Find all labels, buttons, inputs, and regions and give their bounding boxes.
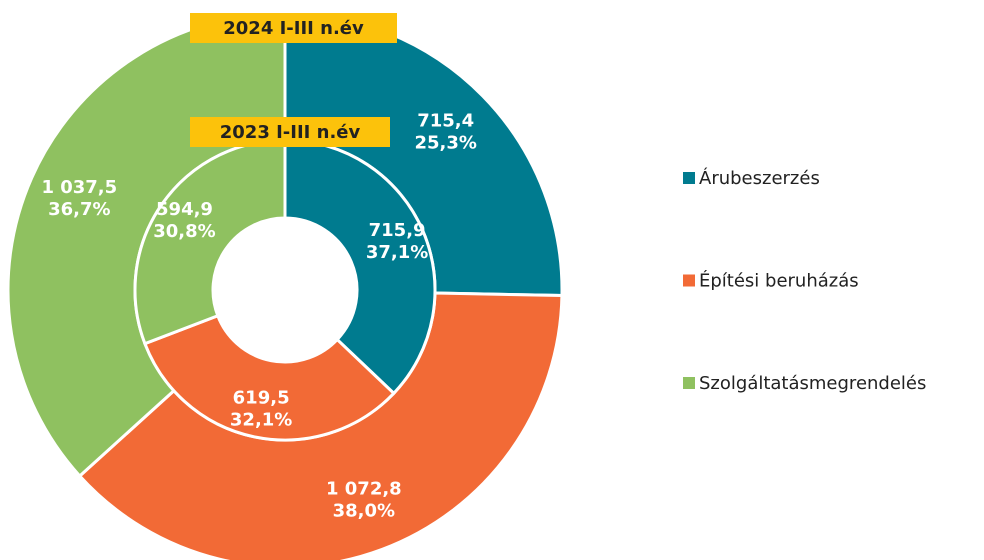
share-label: 30,8% [153,221,215,242]
share-label: 25,3% [414,132,476,153]
donut-segment [283,138,437,396]
series-title: 2024 I-III n.év [223,18,364,39]
legend-swatch [683,377,695,389]
share-label: 38,0% [333,501,395,522]
donut-segment [142,313,396,442]
value-label: 594,9 [156,199,213,220]
series-title-box [190,117,390,147]
share-label: 36,7% [48,199,110,220]
legend-label: Építési beruházás [699,270,859,292]
value-label: 1 037,5 [41,177,117,198]
legend-swatch [683,172,695,184]
legend-swatch [683,274,695,287]
value-label: 715,4 [417,110,474,131]
value-label: 619,5 [233,388,290,409]
legend-label: Árubeszerzés [699,167,820,189]
legend-label: Szolgáltatásmegrendelés [699,373,926,394]
share-label: 32,1% [230,410,292,431]
value-label: 1 072,8 [326,479,402,500]
series-title: 2023 I-III n.év [220,122,361,143]
value-label: 715,9 [369,220,426,241]
series-title-box [190,13,397,43]
share-label: 37,1% [366,242,428,263]
